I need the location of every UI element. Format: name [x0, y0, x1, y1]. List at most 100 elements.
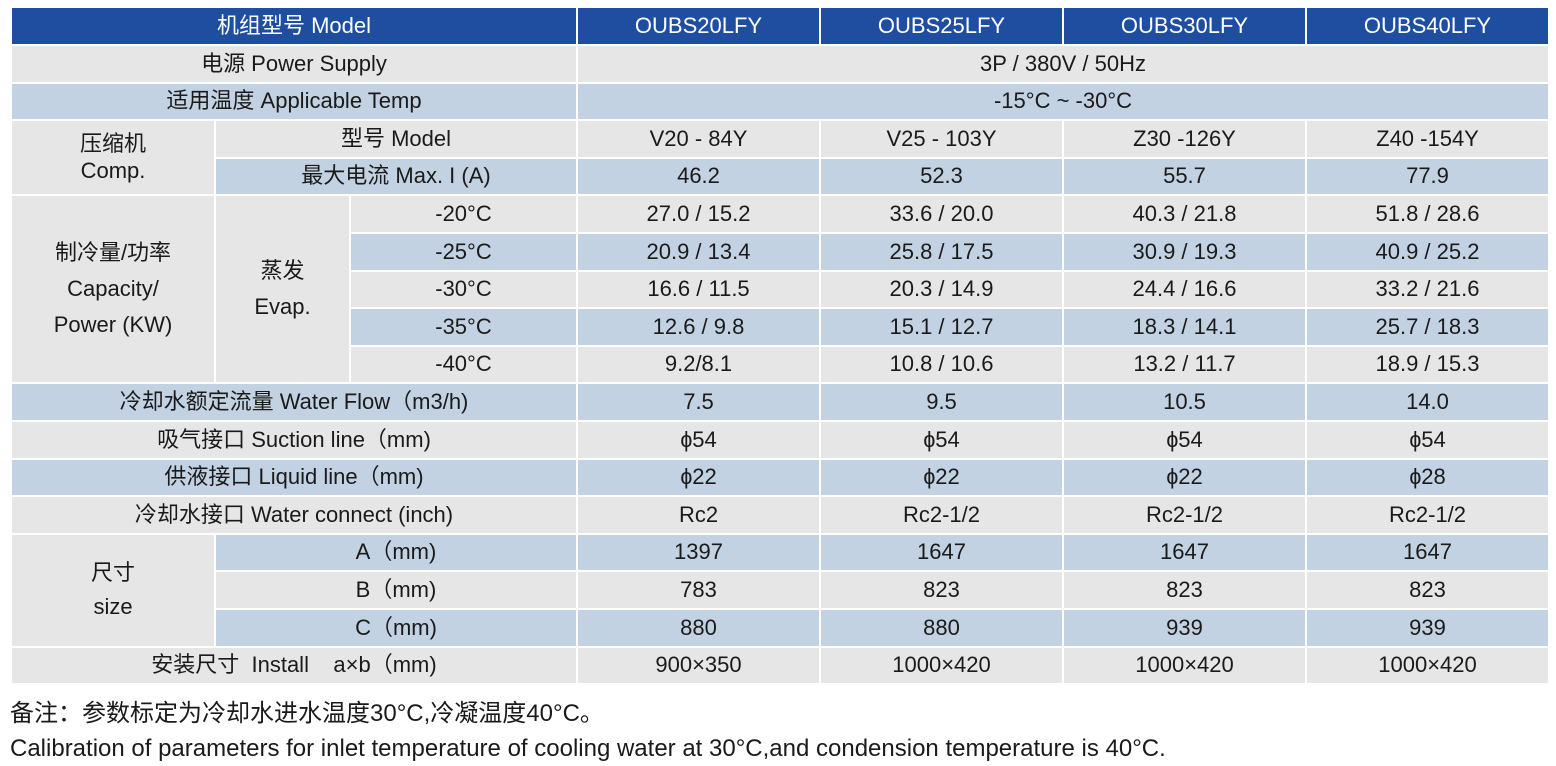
size-cell: 1397	[576, 532, 821, 573]
size-cell: 1647	[1062, 532, 1307, 573]
model-header-4: OUBS40LFY	[1305, 6, 1550, 46]
capacity-group-label: 制冷量/功率 Capacity/ Power (KW)	[10, 194, 216, 385]
compressor-model-row: 压缩机 Comp. 型号 Model V20 - 84Y V25 - 103Y …	[10, 119, 1550, 197]
compressor-group-cn: 压缩机	[79, 131, 146, 157]
spec-table: 机组型号 Model OUBS20LFY OUBS25LFY OUBS30LFY…	[10, 6, 1550, 686]
size-cell: 1647	[819, 532, 1064, 573]
capacity-cell: 40.3 / 21.8	[1062, 194, 1307, 234]
size-cell: 823	[1305, 570, 1550, 610]
applicable-temp-label: 适用温度 Applicable Temp	[10, 81, 578, 122]
install-row: 安装尺寸 Install a×b（mm) 900×350 1000×420 10…	[10, 645, 1550, 686]
model-header-2: OUBS25LFY	[819, 6, 1064, 46]
capacity-cell: 24.4 / 16.6	[1062, 269, 1307, 310]
capacity-cell: 33.6 / 20.0	[819, 194, 1064, 234]
install-cell: 1000×420	[1062, 645, 1307, 686]
max-current-4: 77.9	[1305, 156, 1550, 197]
compressor-group-en: Comp.	[80, 157, 146, 183]
capacity-group-cn: 制冷量/功率	[54, 240, 172, 266]
evap-temp: -25°C	[349, 231, 578, 272]
install-cell: 1000×420	[819, 645, 1064, 686]
power-supply-row: 电源 Power Supply 3P / 380V / 50Hz	[10, 44, 1550, 84]
capacity-row-40: -40°C 9.2/8.1 10.8 / 10.6 13.2 / 11.7 18…	[11, 344, 1550, 385]
liquid-line-cell: ɸ22	[819, 457, 1064, 498]
evap-temp: -35°C	[349, 307, 578, 347]
evap-cn: 蒸发	[260, 258, 305, 284]
max-current-2: 52.3	[819, 156, 1064, 197]
size-cell: 1647	[1305, 532, 1550, 573]
size-label: A（mm)	[214, 532, 578, 573]
header-row: 机组型号 Model OUBS20LFY OUBS25LFY OUBS30LFY…	[10, 6, 1550, 46]
water-flow-cell: 10.5	[1062, 382, 1307, 422]
install-cell: 1000×420	[1305, 645, 1550, 686]
max-current-row: 最大电流 Max. I (A) 46.2 52.3 55.7 77.9	[11, 156, 1550, 197]
capacity-cell: 25.8 / 17.5	[819, 231, 1064, 272]
water-connect-cell: Rc2-1/2	[819, 495, 1064, 535]
compressor-model-2: V25 - 103Y	[819, 119, 1064, 159]
capacity-group-en1: Capacity/	[67, 276, 159, 302]
size-cell: 939	[1305, 607, 1550, 648]
applicable-temp-value: -15°C ~ -30°C	[576, 81, 1550, 122]
size-cell: 880	[576, 607, 821, 648]
water-connect-label: 冷却水接口 Water connect (inch)	[10, 495, 578, 535]
size-group-en: size	[93, 594, 133, 620]
power-supply-label: 电源 Power Supply	[10, 44, 578, 84]
compressor-model-label: 型号 Model	[214, 119, 578, 159]
water-connect-row: 冷却水接口 Water connect (inch) Rc2 Rc2-1/2 R…	[10, 495, 1550, 535]
capacity-row-30: -30°C 16.6 / 11.5 20.3 / 14.9 24.4 / 16.…	[11, 269, 1550, 310]
note-cn: 备注：参数标定为冷却水进水温度30°C,冷凝温度40°C。	[10, 700, 604, 727]
max-current-label: 最大电流 Max. I (A)	[214, 156, 578, 197]
compressor-model-4: Z40 -154Y	[1305, 119, 1550, 159]
capacity-cell: 18.3 / 14.1	[1062, 307, 1307, 347]
size-cell: 880	[819, 607, 1064, 648]
water-flow-cell: 7.5	[576, 382, 821, 422]
note-en: Calibration of parameters for inlet temp…	[10, 735, 1166, 762]
notes: 备注：参数标定为冷却水进水温度30°C,冷凝温度40°C。 Calibratio…	[10, 696, 1166, 766]
size-cell: 823	[819, 570, 1064, 610]
capacity-row-35: -35°C 12.6 / 9.8 15.1 / 12.7 18.3 / 14.1…	[11, 307, 1550, 347]
capacity-cell: 27.0 / 15.2	[576, 194, 821, 234]
capacity-cell: 16.6 / 11.5	[576, 269, 821, 310]
size-group-label: 尺寸 size	[10, 532, 216, 648]
water-connect-cell: Rc2	[576, 495, 821, 535]
size-label: B（mm)	[214, 570, 578, 610]
install-cell: 900×350	[576, 645, 821, 686]
capacity-cell: 33.2 / 21.6	[1305, 269, 1550, 310]
water-connect-cell: Rc2-1/2	[1305, 495, 1550, 535]
size-label: C（mm)	[214, 607, 578, 648]
max-current-3: 55.7	[1062, 156, 1307, 197]
capacity-cell: 51.8 / 28.6	[1305, 194, 1550, 234]
liquid-line-row: 供液接口 Liquid line（mm) ɸ22 ɸ22 ɸ22 ɸ28	[10, 457, 1550, 498]
compressor-model-3: Z30 -126Y	[1062, 119, 1307, 159]
suction-line-label: 吸气接口 Suction line（mm)	[10, 419, 578, 460]
capacity-cell: 15.1 / 12.7	[819, 307, 1064, 347]
water-connect-cell: Rc2-1/2	[1062, 495, 1307, 535]
capacity-row-25: -25°C 20.9 / 13.4 25.8 / 17.5 30.9 / 19.…	[11, 231, 1550, 272]
evap-temp: -30°C	[349, 269, 578, 310]
suction-line-cell: ɸ54	[1305, 419, 1550, 460]
size-cell: 939	[1062, 607, 1307, 648]
applicable-temp-row: 适用温度 Applicable Temp -15°C ~ -30°C	[10, 81, 1550, 122]
size-cell: 823	[1062, 570, 1307, 610]
water-flow-row: 冷却水额定流量 Water Flow（m3/h) 7.5 9.5 10.5 14…	[10, 382, 1550, 422]
size-row-a: 尺寸 size A（mm) 1397 1647 1647 1647	[10, 532, 1550, 648]
capacity-cell: 25.7 / 18.3	[1305, 307, 1550, 347]
capacity-cell: 12.6 / 9.8	[576, 307, 821, 347]
size-row-c: C（mm) 880 880 939 939	[11, 607, 1550, 648]
install-label: 安装尺寸 Install a×b（mm)	[10, 645, 578, 686]
size-cell: 783	[576, 570, 821, 610]
max-current-1: 46.2	[576, 156, 821, 197]
evap-temp: -40°C	[349, 344, 578, 385]
power-supply-value: 3P / 380V / 50Hz	[576, 44, 1550, 84]
capacity-cell: 30.9 / 19.3	[1062, 231, 1307, 272]
liquid-line-cell: ɸ28	[1305, 457, 1550, 498]
capacity-cell: 40.9 / 25.2	[1305, 231, 1550, 272]
capacity-cell: 20.3 / 14.9	[819, 269, 1064, 310]
model-header-1: OUBS20LFY	[576, 6, 821, 46]
suction-line-cell: ɸ54	[576, 419, 821, 460]
water-flow-cell: 9.5	[819, 382, 1064, 422]
capacity-cell: 20.9 / 13.4	[576, 231, 821, 272]
evap-en: Evap.	[254, 294, 311, 320]
capacity-row-20: 制冷量/功率 Capacity/ Power (KW) 蒸发 Evap. -20…	[10, 194, 1550, 385]
suction-line-cell: ɸ54	[819, 419, 1064, 460]
evap-group-label: 蒸发 Evap.	[214, 194, 351, 385]
